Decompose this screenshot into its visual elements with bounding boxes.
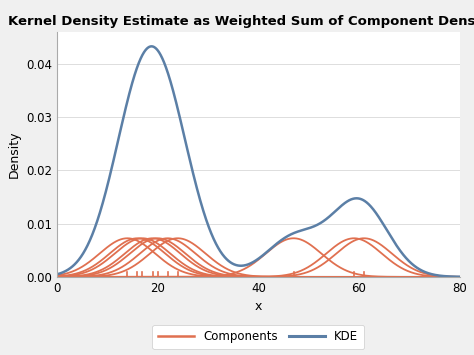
X-axis label: x: x <box>255 300 262 313</box>
Legend: Components, KDE: Components, KDE <box>152 324 365 349</box>
Title: Kernel Density Estimate as Weighted Sum of Component Densities: Kernel Density Estimate as Weighted Sum … <box>9 15 474 28</box>
Y-axis label: Density: Density <box>8 131 20 178</box>
